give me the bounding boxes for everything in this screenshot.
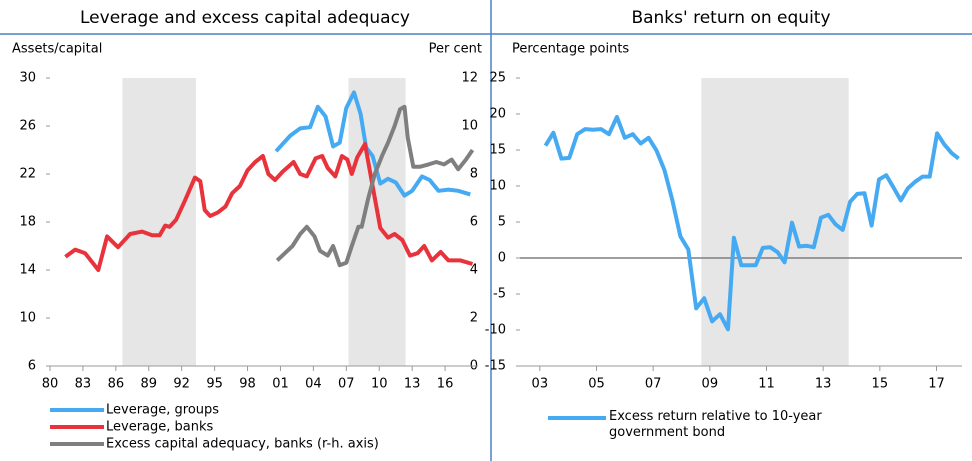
shaded-period bbox=[122, 78, 196, 366]
x-tick-label: 15 bbox=[872, 377, 889, 392]
y-tick-label: 10 bbox=[489, 179, 506, 194]
y-tick-label: 18 bbox=[19, 215, 36, 230]
x-tick-label: 05 bbox=[588, 377, 605, 392]
legend-label: Leverage, groups bbox=[106, 403, 219, 418]
x-tick-label: 09 bbox=[702, 377, 719, 392]
y-tick-label: 15 bbox=[489, 143, 506, 158]
x-tick-label: 86 bbox=[108, 377, 125, 392]
shaded-period bbox=[701, 78, 849, 366]
y2-axis-label: Per cent bbox=[429, 42, 482, 57]
legend-label: Excess return relative to 10-year govern… bbox=[609, 409, 822, 440]
x-tick-label: 10 bbox=[371, 377, 388, 392]
legend-box: Excess return relative to 10-year govern… bbox=[609, 409, 822, 440]
y-tick-label: 0 bbox=[498, 251, 506, 266]
x-tick-label: 83 bbox=[75, 377, 92, 392]
y-tick-label: 10 bbox=[19, 311, 36, 326]
y-tick-label: 6 bbox=[28, 359, 36, 374]
x-tick-label: 17 bbox=[928, 377, 945, 392]
y-tick-label: 5 bbox=[498, 215, 506, 230]
y2-tick-label: 10 bbox=[461, 119, 478, 134]
chart-title: Leverage and excess capital adequacy bbox=[80, 8, 410, 28]
series-line bbox=[275, 104, 475, 268]
y2-tick-label: 6 bbox=[470, 215, 478, 230]
y-tick-label: -10 bbox=[485, 323, 506, 338]
x-tick-label: 13 bbox=[815, 377, 832, 392]
x-tick-label: 16 bbox=[437, 377, 454, 392]
x-tick-label: 04 bbox=[305, 377, 322, 392]
legend-label: Leverage, banks bbox=[106, 420, 214, 435]
x-tick-label: 13 bbox=[404, 377, 421, 392]
x-tick-label: 03 bbox=[532, 377, 549, 392]
y-axis-label: Assets/capital bbox=[12, 42, 102, 57]
x-tick-label: 07 bbox=[338, 377, 355, 392]
y-tick-label: 26 bbox=[19, 119, 36, 134]
x-tick-label: 89 bbox=[140, 377, 157, 392]
y-tick-label: 14 bbox=[19, 263, 36, 278]
x-tick-label: 92 bbox=[173, 377, 190, 392]
x-tick-label: 11 bbox=[758, 377, 775, 392]
y-tick-label: -5 bbox=[493, 287, 506, 302]
y2-tick-label: 8 bbox=[470, 167, 478, 182]
chart-title: Banks' return on equity bbox=[631, 8, 830, 28]
x-tick-label: 01 bbox=[272, 377, 289, 392]
y2-tick-label: 12 bbox=[461, 71, 478, 86]
y-tick-label: 25 bbox=[489, 71, 506, 86]
y-tick-label: 30 bbox=[19, 71, 36, 86]
x-tick-label: 95 bbox=[206, 377, 223, 392]
y-tick-label: -15 bbox=[485, 359, 506, 374]
y-axis-label: Percentage points bbox=[512, 42, 629, 57]
series-line bbox=[543, 114, 960, 332]
x-tick-label: 80 bbox=[42, 377, 59, 392]
series-line bbox=[274, 90, 471, 198]
y2-tick-label: 4 bbox=[470, 263, 478, 278]
legend-label: Excess capital adequacy, banks (r-h. axi… bbox=[106, 437, 379, 452]
x-tick-label: 98 bbox=[239, 377, 256, 392]
x-tick-label: 07 bbox=[645, 377, 662, 392]
series-line bbox=[64, 142, 474, 272]
y-tick-label: 20 bbox=[489, 107, 506, 122]
y2-tick-label: 2 bbox=[470, 311, 478, 326]
y-tick-label: 22 bbox=[19, 167, 36, 182]
